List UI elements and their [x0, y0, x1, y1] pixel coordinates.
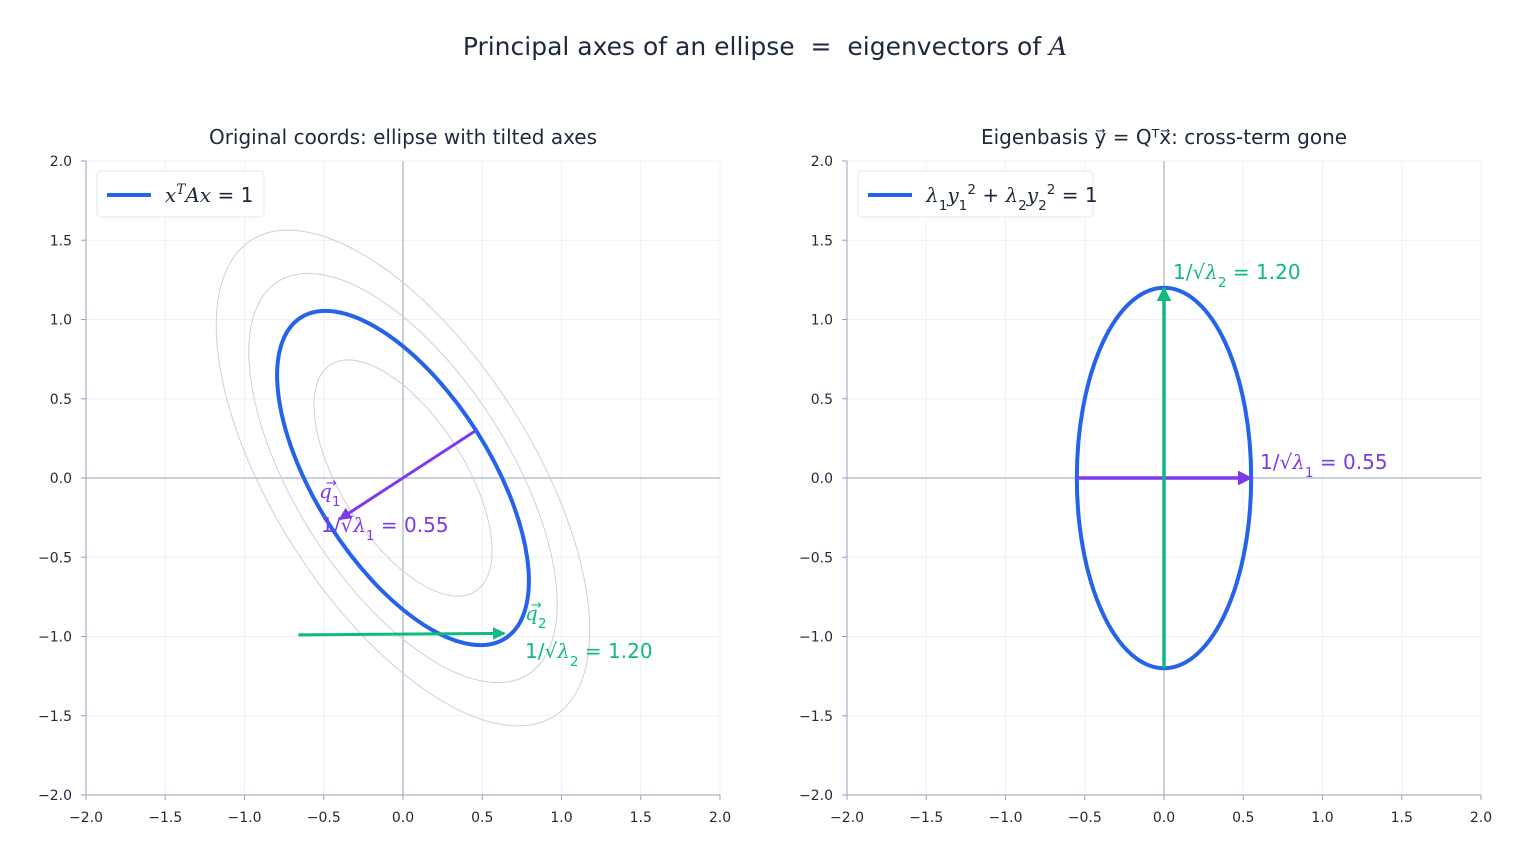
y-tick-label: −1.0 [38, 630, 72, 646]
y-tick-label: 1.5 [811, 233, 833, 249]
legend-box [96, 170, 265, 218]
q1-arrow-accent: → [326, 476, 337, 491]
y-tick-label: −1.0 [799, 630, 833, 646]
x-tick-label: −1.5 [909, 810, 943, 826]
q1-length-annotation: 1/√λ1 = 0.55 [1260, 450, 1388, 481]
y-tick-label: 1.5 [50, 233, 72, 249]
q2-vector-label: q2 [525, 601, 546, 632]
figure-title-symbol: A [1049, 32, 1068, 61]
q1-arrow [338, 429, 477, 521]
contour-line [215, 229, 591, 727]
x-tick-label: 1.0 [1311, 810, 1333, 826]
y-tick-label: 0.0 [50, 471, 72, 487]
x-tick-label: −2.0 [830, 810, 864, 826]
x-tick-label: −1.0 [989, 810, 1023, 826]
left-panel: −2.0 −1.5 −1.0 −0.5 0.0 0.5 1.0 1.5 2.0 −2.0 −1.5 −… [38, 125, 731, 826]
q1-length-annotation: 1/√λ1 = 0.55 [321, 513, 449, 544]
y-tick-label: 2.0 [811, 154, 833, 170]
x-tick-label: 0.0 [1153, 810, 1175, 826]
x-tick-label: 1.5 [630, 810, 652, 826]
x-tick-label: −0.5 [1068, 810, 1102, 826]
x-tick-label: 0.0 [392, 810, 414, 826]
x-tick-label: 1.5 [1391, 810, 1413, 826]
x-tick-label: −0.5 [307, 810, 341, 826]
x-tick-label: 1.0 [550, 810, 572, 826]
y-tick-label: 0.0 [811, 471, 833, 487]
legend-label: λ1y12 + λ2y22 = 1 [925, 182, 1098, 214]
q2-length-annotation: 1/√λ2 = 1.20 [525, 639, 653, 670]
x-tick-label: −1.0 [228, 810, 262, 826]
q2-arrow [298, 627, 506, 640]
y-tick-label: 2.0 [50, 154, 72, 170]
x-tick-label: 0.5 [1232, 810, 1254, 826]
y-tick-label: 1.0 [50, 313, 72, 329]
q2-length-annotation: 1/√λ2 = 1.20 [1173, 260, 1301, 291]
x-tick-label: 2.0 [709, 810, 731, 826]
y-tick-label: −0.5 [38, 550, 72, 566]
left-panel-title: Original coords: ellipse with tilted axe… [209, 125, 597, 149]
x-tick-label: −2.0 [69, 810, 103, 826]
y-tick-label: 0.5 [811, 392, 833, 408]
q2-arrow-accent: → [531, 598, 542, 613]
y-tick-label: −1.5 [38, 709, 72, 725]
legend-label: xTAx = 1 [165, 182, 253, 207]
x-tick-label: 2.0 [1470, 810, 1492, 826]
contour-line [248, 272, 558, 684]
q1-vector-label: q1 [319, 479, 340, 510]
y-tick-label: 1.0 [811, 313, 833, 329]
legend-box [857, 170, 1094, 218]
right-panel: −2.0 −1.5 −1.0 −0.5 0.0 0.5 1.0 1.5 2.0 −2.0 −1.5 −… [799, 125, 1492, 826]
right-panel-title: Eigenbasis y⃗ = Qᵀx⃗: cross-term gone [981, 125, 1347, 149]
figure-title-text: Principal axes of an ellipse = eigenvect… [462, 32, 1050, 61]
x-tick-label: 0.5 [471, 810, 493, 826]
y-tick-label: −1.5 [799, 709, 833, 725]
y-tick-label: −2.0 [799, 788, 833, 804]
x-tick-label: −1.5 [148, 810, 182, 826]
y-tick-label: −0.5 [799, 550, 833, 566]
figure-title: Principal axes of an ellipse = eigenvect… [0, 32, 1530, 61]
y-tick-label: −2.0 [38, 788, 72, 804]
y-tick-label: 0.5 [50, 392, 72, 408]
